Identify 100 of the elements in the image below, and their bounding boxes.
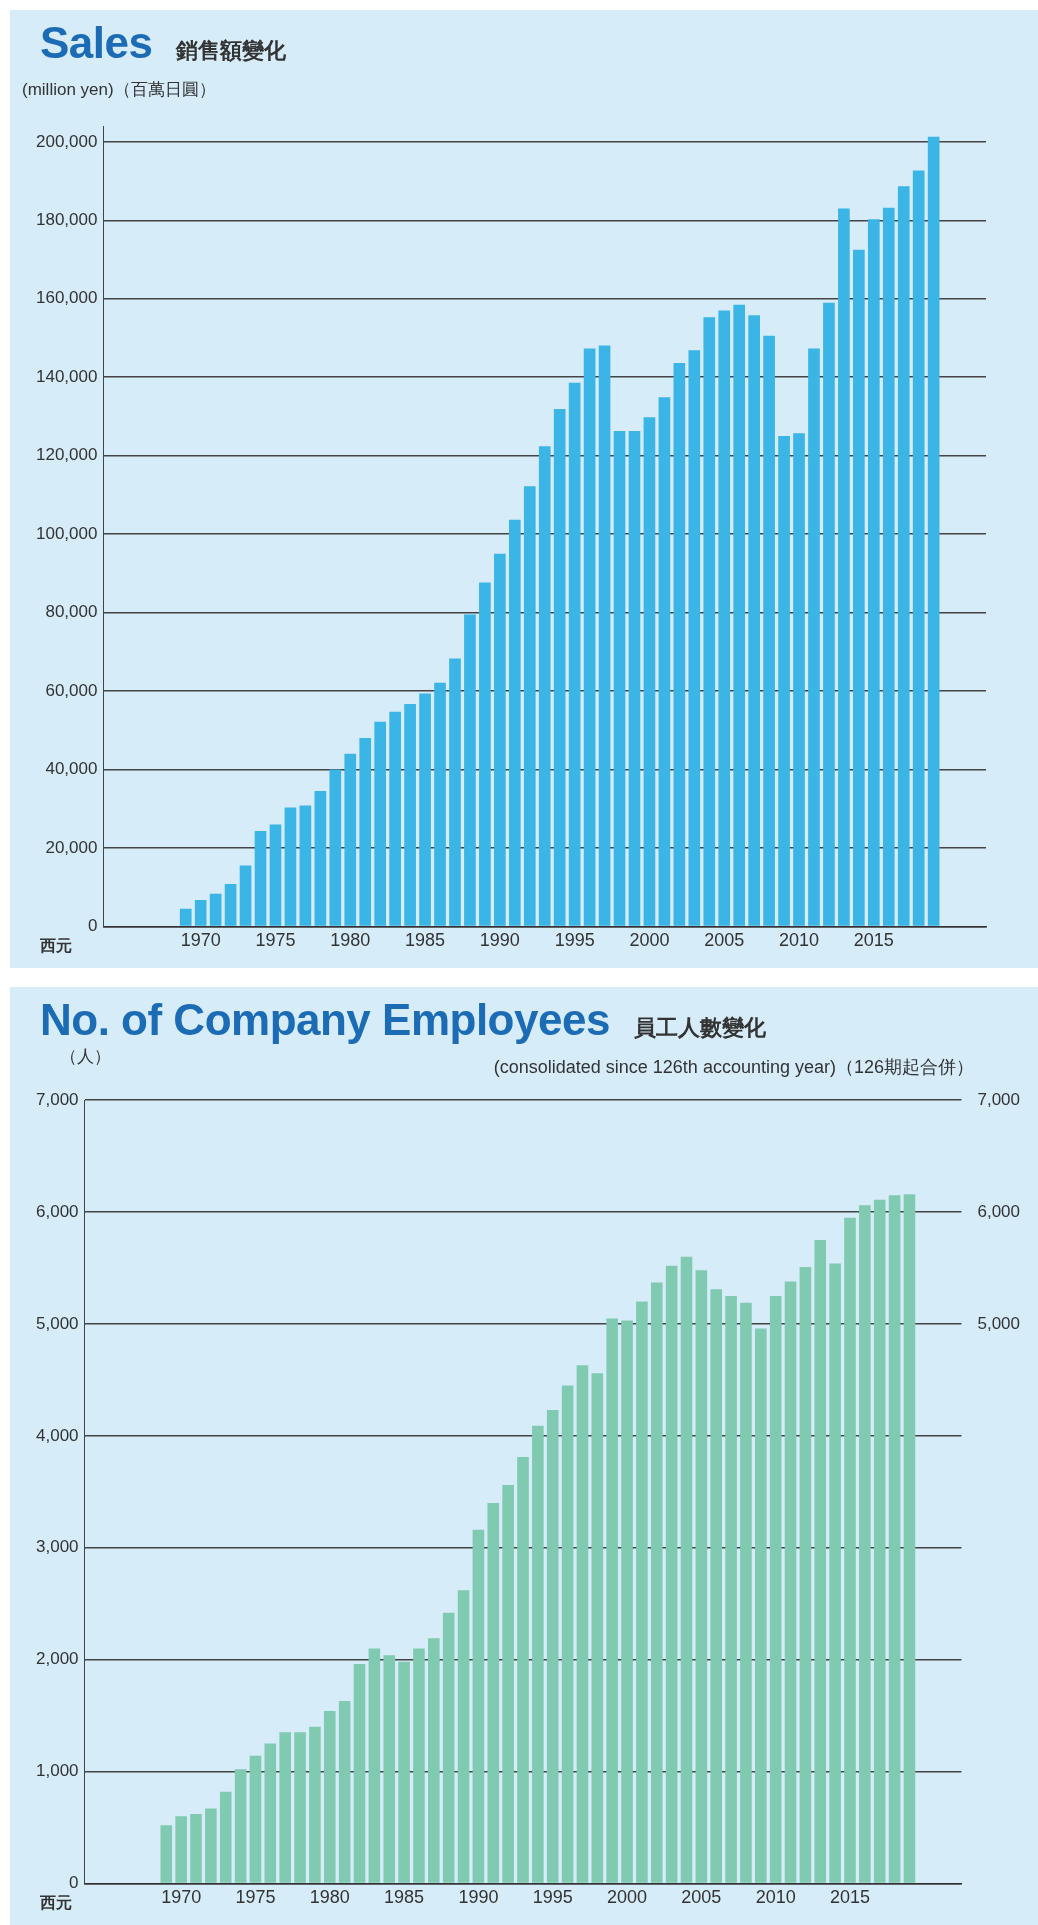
y-tick-label: 5,000: [35, 1313, 79, 1333]
bar: [912, 170, 925, 926]
bar: [413, 1648, 425, 1883]
bar: [733, 304, 746, 926]
x-tick-label: 1970: [180, 930, 221, 951]
bar: [179, 908, 192, 926]
bar: [873, 1199, 886, 1883]
bar: [838, 208, 850, 926]
bar: [224, 884, 237, 926]
bar: [294, 1732, 306, 1883]
bar: [383, 1655, 396, 1883]
bar: [882, 207, 895, 926]
bar: [658, 397, 671, 926]
bar: [449, 658, 461, 926]
bar: [434, 682, 446, 926]
bar: [583, 348, 596, 926]
bar: [591, 1373, 604, 1883]
y-tick-label: 20,000: [45, 837, 98, 857]
x-tick-label: 1990: [479, 930, 520, 951]
bar: [219, 1791, 232, 1883]
bar: [160, 1825, 173, 1883]
bar: [479, 582, 491, 926]
bar: [190, 1814, 202, 1883]
bar: [517, 1457, 529, 1883]
bar: [725, 1296, 737, 1883]
chart-subtitle: 銷售額變化: [176, 38, 287, 63]
bar: [428, 1638, 440, 1883]
x-tick-label: 2015: [853, 930, 894, 951]
bar: [636, 1301, 648, 1883]
bar: [799, 1266, 812, 1883]
bar: [419, 693, 431, 926]
x-tick-label: 1970: [161, 1887, 202, 1908]
y-tick-label: 7,000: [35, 1089, 79, 1109]
x-tick-label: 1995: [554, 930, 595, 951]
y-tick-label: 100,000: [36, 523, 98, 543]
bar: [784, 1281, 797, 1883]
bar: [897, 186, 910, 926]
y-tick-label: 0: [69, 1873, 79, 1893]
bar: [665, 1265, 678, 1883]
y-tick-label: 200,000: [36, 131, 98, 151]
bar: [621, 1320, 633, 1883]
bar: [546, 1410, 559, 1883]
bar: [769, 1296, 782, 1883]
bar: [254, 831, 267, 926]
bar: [814, 1240, 827, 1883]
bar: [703, 317, 716, 926]
bar: [374, 721, 387, 926]
chart-subtitle: 員工人數變化: [633, 1015, 766, 1040]
bar: [249, 1755, 262, 1883]
y-axis-title: (million yen)（百萬日圓）: [22, 79, 216, 101]
bar: [368, 1648, 381, 1883]
x-tick-label: 1980: [330, 930, 371, 951]
x-tick-label: 1985: [405, 930, 446, 951]
bar: [538, 446, 551, 926]
x-tick-label: 1975: [235, 1887, 276, 1908]
chart-title: Sales: [40, 18, 153, 67]
y-tick-label: 2,000: [35, 1649, 79, 1669]
bar: [903, 1194, 916, 1883]
bar: [353, 1664, 366, 1883]
bar: [359, 738, 372, 926]
x-axis-title: 西元: [40, 936, 72, 956]
y-tick-label: 120,000: [36, 445, 98, 465]
bar: [523, 486, 536, 926]
y-axis-title: （人）: [60, 1046, 111, 1068]
chart-title: No. of Company Employees: [40, 995, 610, 1044]
bar: [793, 433, 805, 926]
bar: [239, 865, 252, 926]
bar: [487, 1502, 500, 1883]
bar: [859, 1205, 871, 1883]
x-tick-label: 1995: [532, 1887, 573, 1908]
bar: [314, 791, 327, 926]
x-tick-label: 2000: [607, 1887, 648, 1908]
x-axis-title: 西元: [40, 1893, 72, 1913]
bar: [613, 430, 626, 926]
bar: [323, 1711, 336, 1883]
bar: [338, 1701, 351, 1883]
bar: [740, 1302, 752, 1883]
bar: [867, 219, 880, 926]
bar: [472, 1529, 485, 1883]
x-tick-label: 2000: [629, 930, 670, 951]
bar: [829, 1263, 841, 1883]
bar: [778, 436, 790, 926]
bar: [673, 363, 686, 926]
y-tick-label: 3,000: [35, 1537, 79, 1557]
x-tick-label: 2010: [755, 1887, 796, 1908]
bar: [442, 1612, 455, 1883]
bar: [175, 1816, 187, 1883]
y-tick-label: 40,000: [45, 759, 98, 779]
bar: [398, 1661, 410, 1883]
y-tick-label: 0: [87, 916, 98, 936]
bar: [576, 1365, 589, 1883]
x-tick-label: 1980: [309, 1887, 350, 1908]
bar: [606, 1318, 618, 1883]
y2-tick-label: 6,000: [977, 1201, 1021, 1221]
bar: [264, 1743, 277, 1883]
bar: [299, 805, 312, 926]
text: (consolidated since 126th accounting year)（126期起合併）: [493, 1056, 974, 1079]
bar: [688, 350, 701, 926]
y-tick-label: 140,000: [36, 366, 98, 386]
bar: [695, 1270, 708, 1883]
